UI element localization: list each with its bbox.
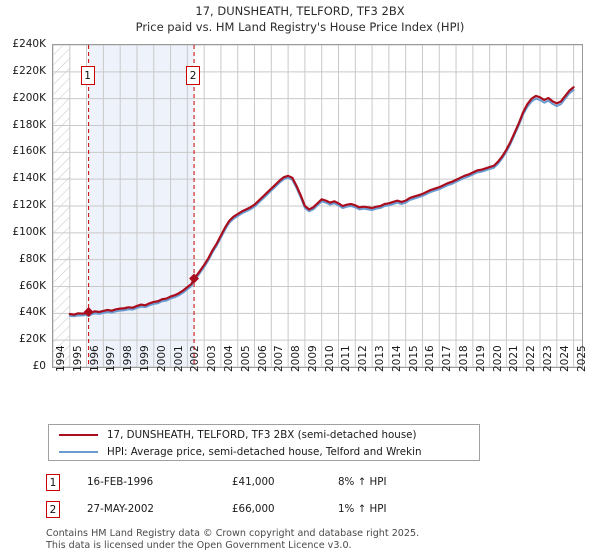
y-axis-tick: £20K <box>19 333 46 346</box>
chart-legend: 17, DUNSHEATH, TELFORD, TF3 2BX (semi-de… <box>48 424 480 461</box>
x-axis-tick: 2003 <box>206 345 219 372</box>
footer-line-2: This data is licensed under the Open Gov… <box>46 539 352 551</box>
x-axis-tick: 1995 <box>71 345 84 372</box>
attribution-footer: Contains HM Land Registry data © Crown c… <box>46 528 586 551</box>
transaction-price-2: £66,000 <box>232 503 275 515</box>
x-axis-tick: 2024 <box>558 345 571 372</box>
x-axis-tick: 2015 <box>407 345 420 372</box>
x-axis-tick: 2017 <box>441 345 454 372</box>
page-subtitle: Price paid vs. HM Land Registry's House … <box>135 20 465 34</box>
y-axis-tick: £160K <box>12 145 46 158</box>
y-axis-tick: £60K <box>19 279 46 292</box>
x-axis-tick: 1997 <box>105 345 118 372</box>
table-row: 2 27-MAY-2002 £66,000 1% ↑ HPI <box>46 501 466 523</box>
y-axis-tick: £140K <box>12 172 46 185</box>
grid-lines <box>53 45 582 367</box>
y-axis-tick: £100K <box>12 225 46 238</box>
transaction-points <box>83 273 200 317</box>
x-axis-tick: 2012 <box>357 345 370 372</box>
legend-swatch-property <box>59 433 98 436</box>
y-axis-tick: £0 <box>32 360 46 372</box>
chart-marker-1: 1 <box>80 66 95 85</box>
x-axis-tick: 2013 <box>374 345 387 372</box>
x-axis-tick: 2002 <box>189 345 202 372</box>
legend-item-hpi: HPI: Average price, semi-detached house,… <box>49 443 479 460</box>
x-axis-tick: 2007 <box>273 345 286 372</box>
x-axis-tick: 2006 <box>256 345 269 372</box>
x-axis-tick: 2011 <box>340 345 353 372</box>
x-axis-tick: 2000 <box>155 345 168 372</box>
x-axis-tick: 2016 <box>424 345 437 372</box>
y-axis-tick: £180K <box>12 118 46 131</box>
transaction-price-1: £41,000 <box>232 476 275 488</box>
x-axis-tick: 1998 <box>122 345 135 372</box>
y-axis-tick: £220K <box>12 64 46 77</box>
x-axis-tick: 2020 <box>491 345 504 372</box>
title-block: 17, DUNSHEATH, TELFORD, TF3 2BX Price pa… <box>0 0 600 35</box>
x-axis-tick: 2008 <box>290 345 303 372</box>
transaction-date-1: 16-FEB-1996 <box>87 476 154 488</box>
transaction-hpi-delta-2: 1% ↑ HPI <box>338 503 387 515</box>
x-axis-tick: 2009 <box>306 345 319 372</box>
y-axis-tick: £200K <box>12 91 46 104</box>
x-axis-tick: 2014 <box>390 345 403 372</box>
y-axis-tick: £40K <box>19 306 46 319</box>
legend-item-property: 17, DUNSHEATH, TELFORD, TF3 2BX (semi-de… <box>49 426 479 443</box>
series-lines <box>68 86 575 318</box>
legend-label-hpi: HPI: Average price, semi-detached house,… <box>107 445 422 458</box>
legend-label-property: 17, DUNSHEATH, TELFORD, TF3 2BX (semi-de… <box>107 428 417 441</box>
x-axis-tick: 1999 <box>138 345 151 372</box>
chart-marker-2: 2 <box>186 66 201 85</box>
transaction-hpi-delta-1: 8% ↑ HPI <box>338 476 387 488</box>
x-axis-tick: 2018 <box>458 345 471 372</box>
y-axis-tick: £240K <box>12 38 46 50</box>
x-axis-tick: 2023 <box>542 345 555 372</box>
transaction-index-2: 2 <box>46 501 60 518</box>
x-axis-tick: 2025 <box>575 345 588 372</box>
price-chart <box>52 44 583 368</box>
x-axis-tick: 2004 <box>222 345 235 372</box>
page-title: 17, DUNSHEATH, TELFORD, TF3 2BX <box>195 4 405 18</box>
x-axis-tick: 2001 <box>172 345 185 372</box>
legend-swatch-hpi <box>59 450 98 453</box>
y-axis-tick: £80K <box>19 252 46 265</box>
table-row: 1 16-FEB-1996 £41,000 8% ↑ HPI <box>46 474 466 496</box>
y-axis-tick: £120K <box>12 199 46 211</box>
x-axis-tick: 2019 <box>474 345 487 372</box>
x-axis-tick: 2022 <box>525 345 538 372</box>
x-axis-tick: 1996 <box>88 345 101 372</box>
x-axis-tick: 1994 <box>55 345 67 372</box>
transaction-index-1: 1 <box>46 474 60 491</box>
footer-line-1: Contains HM Land Registry data © Crown c… <box>46 528 420 539</box>
transaction-date-2: 27-MAY-2002 <box>87 503 154 515</box>
x-axis-tick: 2010 <box>323 345 336 372</box>
x-axis-tick: 2021 <box>508 345 521 372</box>
x-axis-tick: 2005 <box>239 345 252 372</box>
chart-canvas <box>53 45 582 367</box>
